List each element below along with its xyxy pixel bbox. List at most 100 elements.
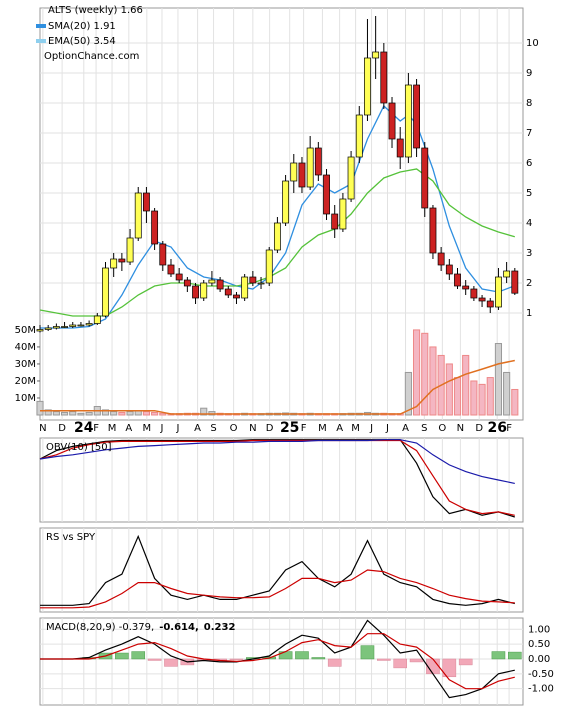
- watermark: OptionChance.com: [44, 51, 139, 62]
- histogram-bar: [115, 652, 129, 660]
- histogram-bar: [458, 658, 473, 666]
- x-tick-label: J: [160, 423, 164, 434]
- histogram-bar: [295, 651, 309, 660]
- moving-average-line: [40, 104, 516, 329]
- histogram-bar: [131, 651, 146, 660]
- volume-bar: [118, 411, 126, 416]
- volume-bar: [200, 407, 208, 416]
- candle-body: [200, 282, 208, 299]
- candle-body: [151, 210, 159, 245]
- candle-body: [61, 326, 68, 328]
- y-tick-label: 2: [526, 278, 532, 289]
- y-tick-label: 1: [526, 308, 532, 319]
- candle-body: [339, 198, 347, 230]
- x-tick-label: M: [318, 423, 327, 434]
- histogram-bar: [147, 658, 162, 661]
- candle-body: [445, 264, 453, 275]
- x-tick-label: D: [58, 423, 66, 434]
- x-tick-label: F: [93, 423, 99, 434]
- x-tick-label: A: [194, 423, 201, 434]
- y-tick-label: 4: [526, 218, 532, 229]
- candle-body: [314, 147, 322, 176]
- candle-body: [52, 326, 60, 329]
- legend-label: EMA(50) 3.54: [48, 36, 116, 47]
- x-tick-label: N: [249, 423, 256, 434]
- candle-body: [134, 192, 142, 239]
- x-tick-label: J: [385, 423, 389, 434]
- y-tick-label: -1.00: [528, 684, 554, 695]
- volume-bar: [101, 409, 110, 416]
- candle-body: [298, 162, 306, 188]
- x-tick-label: N: [457, 423, 464, 434]
- candle-body: [257, 282, 265, 285]
- candle-body: [126, 237, 134, 263]
- candle-body: [396, 138, 404, 158]
- candle-body: [388, 102, 396, 140]
- volume-bar: [486, 377, 494, 416]
- y2-tick-label: 20M: [15, 376, 36, 387]
- candle-body: [273, 222, 281, 251]
- x-tick-label: D: [266, 423, 274, 434]
- y-tick-label: 5: [526, 188, 532, 199]
- candle-body: [36, 329, 44, 332]
- y-tick-label: 8: [526, 98, 532, 109]
- volume-bar: [52, 411, 60, 416]
- candle-body: [241, 276, 249, 299]
- volume-bar: [142, 411, 150, 416]
- x-tick-label: N: [39, 423, 46, 434]
- histogram-bar: [442, 658, 457, 678]
- candle-body: [306, 147, 314, 188]
- candle-body: [224, 288, 232, 296]
- volume-bar: [126, 411, 134, 416]
- panel-title: RS vs SPY: [46, 532, 96, 543]
- volume-bar: [110, 411, 118, 416]
- volume-bar: [445, 363, 453, 416]
- candle-body: [249, 276, 257, 284]
- candle-body: [323, 174, 330, 215]
- panel-title: 0.232: [204, 622, 236, 633]
- candle-body: [486, 300, 494, 308]
- x-tick-label: S: [421, 423, 427, 434]
- candle-body: [69, 324, 77, 327]
- candle-body: [183, 279, 191, 287]
- candle-body: [347, 156, 355, 200]
- candle-body: [77, 324, 85, 327]
- y2-tick-label: 50M: [15, 325, 36, 336]
- volume-bar: [494, 343, 503, 416]
- candle-body: [233, 294, 240, 299]
- candle-body: [421, 147, 429, 209]
- y2-tick-label: 10M: [15, 393, 36, 404]
- moving-average-line: [39, 168, 515, 317]
- volume-bar: [85, 411, 93, 416]
- volume-bar: [429, 346, 437, 416]
- candle-body: [159, 243, 167, 266]
- volume-bar: [413, 329, 421, 416]
- indicator-line: [39, 439, 515, 518]
- y2-tick-label: 40M: [15, 342, 36, 353]
- candle-body: [437, 252, 445, 266]
- histogram-bar: [409, 658, 424, 663]
- x-tick-label: 26: [487, 420, 506, 436]
- histogram-bar: [360, 645, 375, 660]
- indicator-line: [39, 439, 515, 516]
- candle-body: [454, 273, 461, 287]
- indicator-line: [40, 534, 515, 606]
- x-tick-label: D: [475, 423, 483, 434]
- volume-bar: [453, 377, 462, 416]
- candle-body: [470, 288, 478, 299]
- y-tick-label: 7: [526, 128, 532, 139]
- x-tick-label: F: [301, 423, 307, 434]
- x-tick-label: J: [369, 423, 373, 434]
- histogram-bar: [164, 658, 178, 667]
- volume-bar: [69, 411, 77, 416]
- candle-body: [429, 207, 437, 254]
- panel-title: MACD(8,20,9) -0.379,: [46, 622, 154, 633]
- histogram-bar: [229, 658, 244, 660]
- candle-body: [265, 249, 273, 284]
- volume-bar: [60, 411, 69, 416]
- histogram-bar: [311, 657, 326, 660]
- candle-body: [478, 297, 486, 302]
- volume-bar: [503, 371, 511, 416]
- histogram-bar: [278, 651, 293, 660]
- candle-body: [44, 327, 52, 330]
